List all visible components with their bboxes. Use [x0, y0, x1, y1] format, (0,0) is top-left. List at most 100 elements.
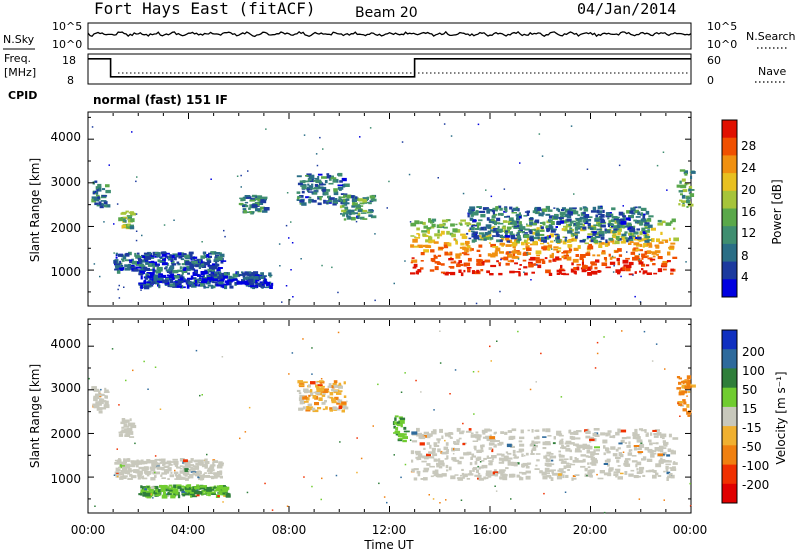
- velocity-speckle-88: [655, 343, 658, 345]
- power-cell-7-205: [472, 224, 476, 226]
- velocity-cell-5-92: [430, 475, 434, 478]
- power-cell-7-337: [603, 257, 607, 260]
- power-cell-2-63: [206, 258, 211, 261]
- power-speckle-113: [393, 282, 395, 285]
- power-cell-8-387: [575, 221, 580, 226]
- power-cell-3-16: [169, 283, 175, 287]
- velocity-cell-3-71: [159, 492, 162, 495]
- power-cell-8-25: [528, 229, 533, 233]
- power-colorbar-frame: [721, 119, 738, 298]
- velocity-cell-7-20: [684, 386, 689, 389]
- power-cell-8-108: [625, 237, 628, 240]
- power-cell-8-405: [598, 240, 602, 243]
- velocity-cell-4-13: [341, 409, 345, 413]
- power-cell-8-426: [523, 234, 530, 239]
- velocity-cell-2-229: [121, 463, 127, 466]
- velocity-cell-5-504: [431, 447, 436, 451]
- velocity-speckle-95: [535, 381, 537, 383]
- power-cell-6-65: [354, 204, 361, 207]
- power-cell-8-266: [558, 217, 564, 220]
- power-cell-2-198: [164, 252, 170, 255]
- velocity-cell-4-16: [305, 409, 311, 412]
- power-cell-7-109: [547, 244, 553, 249]
- power-cell-2-231: [188, 251, 194, 255]
- velocity-cell-5-100: [663, 451, 667, 455]
- velocity-cell-4-84: [314, 402, 319, 406]
- velocity-cell-5-136: [607, 463, 610, 467]
- power-cell-8-47: [594, 218, 600, 222]
- power-speckle-33: [319, 136, 321, 139]
- velocity-cell-3-189: [218, 489, 221, 493]
- power-cell-8-117: [555, 226, 558, 228]
- velocity-cell-5-251: [551, 471, 554, 474]
- power-cell-3-208: [153, 277, 157, 282]
- power-cell-7-301: [462, 235, 468, 239]
- power-cell-2-105: [140, 266, 146, 271]
- power-cell-7-545: [420, 260, 424, 262]
- power-cell-6-41: [346, 194, 352, 199]
- velocity-cell-5-582: [483, 476, 487, 480]
- power-cell-2-140: [192, 256, 198, 259]
- velocity-cell-7-30: [678, 403, 683, 406]
- noise-left-tick-bottom: 10^0: [52, 38, 82, 51]
- velocity-cell-3-131: [223, 493, 227, 496]
- velocity-cell-5-482: [607, 472, 612, 477]
- velocity-speckle-59: [444, 439, 446, 442]
- power-cell-5-66: [297, 182, 303, 186]
- velocity-cell-5-109: [653, 470, 657, 473]
- velocity-cell-5-402: [672, 466, 676, 469]
- power-cell-5-26: [299, 199, 305, 203]
- velocity-ytick-4000: 4000: [50, 337, 81, 351]
- velocity-speckle-103: [94, 505, 96, 507]
- power-cell-7-457: [446, 219, 451, 222]
- power-heatmap: [91, 123, 696, 305]
- power-cell-7-601: [462, 246, 466, 251]
- power-cell-7-270: [562, 240, 567, 245]
- power-cell-5-28: [301, 190, 305, 194]
- velocity-cell-7-33: [680, 391, 685, 396]
- power-cell-7-88: [480, 269, 484, 272]
- velocity-cell-5-589: [512, 473, 516, 478]
- power-cell-4-49: [244, 195, 251, 197]
- velocity-cell-5-568: [631, 460, 638, 463]
- power-speckle-8: [541, 155, 544, 157]
- power-cell-2-235: [204, 261, 210, 265]
- power-cell-8-404: [513, 222, 517, 226]
- power-cell-8-175: [489, 236, 494, 240]
- velocity-cell-5-431: [501, 453, 505, 457]
- power-cell-6-1: [339, 199, 344, 202]
- power-cell-7-564: [598, 241, 601, 245]
- power-cell-7-367: [594, 242, 599, 245]
- power-cell-7-168: [572, 258, 579, 263]
- power-speckle-79: [108, 164, 110, 166]
- power-cell-7-551: [477, 225, 480, 229]
- velocity-cell-5-447: [426, 433, 433, 437]
- velocity-speckle-92: [564, 491, 567, 493]
- power-cell-8-193: [546, 236, 550, 240]
- power-cell-8-20: [545, 226, 548, 229]
- power-cell-7-405: [412, 266, 417, 269]
- power-cell-3-123: [211, 279, 215, 283]
- velocity-cell-1-3: [124, 434, 130, 437]
- power-cell-7-136: [657, 222, 663, 226]
- power-cell-5-68: [327, 195, 331, 199]
- power-cell-8-216: [591, 230, 598, 233]
- power-cell-5-106: [314, 177, 319, 180]
- velocity-cell-5-593: [478, 449, 484, 453]
- power-cell-7-559: [567, 251, 572, 254]
- power-cell-3-121: [222, 285, 225, 289]
- power-cell-7-340: [413, 263, 418, 268]
- power-cell-2-208: [176, 261, 180, 264]
- power-cell-7-135: [641, 257, 644, 260]
- velocity-cell-4-61: [324, 400, 327, 403]
- power-cell-3-272: [217, 280, 221, 283]
- power-cell-2-150: [159, 256, 163, 259]
- power-cell-8-93: [622, 215, 626, 220]
- velocity-speckle-63: [320, 498, 322, 501]
- power-cell-8-431: [492, 235, 496, 237]
- power-cell-2-96: [219, 252, 222, 255]
- velocity-cell-5-285: [545, 457, 549, 462]
- power-speckle-27: [291, 242, 294, 244]
- power-cell-8-331: [547, 209, 553, 212]
- power-cell-7-501: [431, 218, 437, 222]
